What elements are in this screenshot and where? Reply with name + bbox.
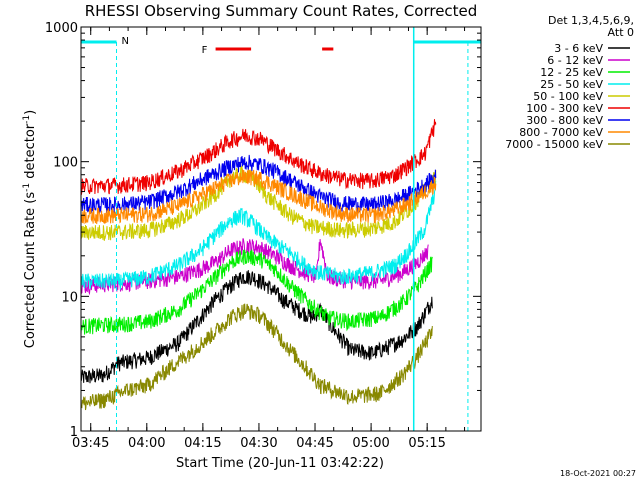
legend-label-800-7000kev: 800 - 7000 keV (519, 126, 603, 139)
data-layer (80, 119, 437, 411)
ylabel-post: ) (23, 110, 38, 115)
svg-text:Corrected Count Rate (s-1 dete: Corrected Count Rate (s-1 detector-1) (22, 110, 38, 348)
x-tick-label: 04:15 (184, 436, 221, 451)
ylabel-sup1: -1 (22, 183, 32, 192)
x-tick-label: 03:45 (72, 436, 109, 451)
x-tick-label: 04:45 (296, 436, 333, 451)
series-line-3-6kev (80, 270, 433, 384)
legend-label-12-25kev: 12 - 25 keV (540, 66, 603, 79)
x-axis-label: Start Time (20-Jun-11 03:42:22) (176, 456, 384, 471)
series-line-12-25kev (80, 249, 433, 335)
series-line-800-7000kev (80, 169, 437, 225)
series-line-7000-15000kev (80, 303, 433, 411)
legend-label-6-12kev: 6 - 12 keV (547, 54, 603, 67)
ylabel-mid: detector (23, 123, 38, 183)
series-line-50-100kev (80, 165, 437, 241)
y-axis-label: Corrected Count Rate (s-1 detector-1) (22, 110, 38, 348)
y-tick-label: 1000 (45, 21, 78, 36)
annotation-layer: N F (81, 27, 481, 431)
x-tick-label: 04:00 (128, 436, 165, 451)
y-tick-label: 10 (61, 290, 78, 305)
legend-label-7000-15000kev: 7000 - 15000 keV (505, 138, 603, 151)
night-flag-label: N (122, 36, 129, 47)
y-tick-label: 100 (53, 156, 78, 171)
legend-label-3-6kev: 3 - 6 keV (554, 42, 603, 55)
legend-label-50-100kev: 50 - 100 keV (533, 90, 603, 103)
x-tick-label: 05:15 (408, 436, 445, 451)
y-tick-label: 1 (70, 425, 78, 440)
chart-title: RHESSI Observing Summary Count Rates, Co… (85, 2, 478, 20)
series-line-300-800kev (80, 154, 437, 215)
legend-label-100-300kev: 100 - 300 keV (526, 102, 603, 115)
flare-flag-label: F (202, 45, 208, 56)
generated-timestamp: 18-Oct-2021 00:27 (560, 469, 636, 478)
x-tick-label: 05:00 (352, 436, 389, 451)
x-tick-label: 04:30 (240, 436, 277, 451)
legend-header-line1: Det 1,3,4,5,6,9, (548, 14, 634, 27)
series-line-25-50kev (80, 180, 437, 290)
ylabel-sup2: -1 (22, 115, 32, 124)
series-line-100-300kev (80, 119, 437, 196)
axis-layer: 1 10 100 1000 03:45 04:00 04:15 04:30 04:45 05:00… (45, 21, 481, 451)
legend-label-25-50kev: 25 - 50 keV (540, 78, 603, 91)
legend-label-300-800kev: 300 - 800 keV (526, 114, 603, 127)
legend-header-line2: Att 0 (608, 26, 634, 39)
ylabel-pre: Corrected Count Rate (s (23, 192, 38, 349)
series-line-6-12kev (80, 238, 429, 296)
plot-frame (80, 26, 482, 432)
